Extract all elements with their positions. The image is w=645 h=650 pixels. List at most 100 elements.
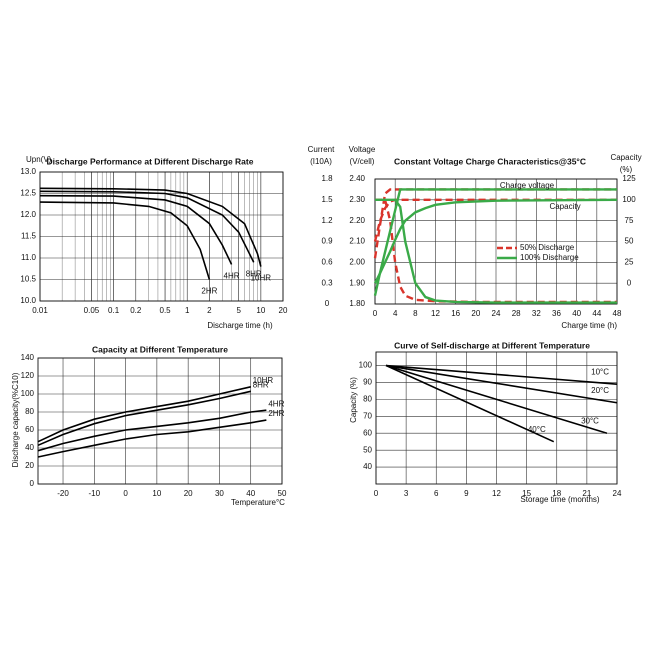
series-label: 30°C: [581, 416, 599, 425]
x-tick-label: 10: [256, 306, 265, 315]
y-tick-label: 90: [363, 378, 372, 387]
axis-label: Capacity: [610, 153, 641, 162]
legend-label: 50% Discharge: [520, 243, 575, 252]
y-tick-label: 12.0: [20, 210, 36, 219]
x-tick-label: 0: [123, 489, 128, 498]
y-tick-label: 70: [363, 411, 372, 420]
x-tick-label: 15: [522, 489, 531, 498]
y2-tick-label: 125: [622, 174, 636, 183]
x-tick-label: 4: [393, 309, 398, 318]
y3-tick-label: 0.9: [321, 237, 333, 246]
y-tick-label: 2.30: [349, 195, 365, 204]
chart-title: Capacity at Different Temperature: [92, 344, 228, 354]
x-tick-label: 0: [373, 309, 378, 318]
x-tick-label: -20: [57, 489, 69, 498]
x-tick-label: 16: [451, 309, 460, 318]
x-tick-label: 40: [572, 309, 581, 318]
x-axis-label: Temperature°C: [231, 498, 285, 507]
y-tick-label: 12.5: [20, 189, 36, 198]
axis-label: (%): [620, 165, 633, 174]
y3-tick-label: 0.6: [321, 257, 333, 266]
y-tick-label: 140: [21, 353, 35, 362]
y-tick-label: 10.0: [20, 296, 36, 305]
series-line: [385, 364, 618, 385]
series-line: [39, 187, 262, 267]
series-label: 10HR: [251, 274, 272, 283]
series-label: 8HR: [246, 269, 262, 278]
voltage-line: [373, 188, 617, 296]
series-label: 2HR: [268, 409, 284, 418]
series-line: [39, 201, 211, 280]
y-axis-label: Capacity (%): [349, 377, 358, 423]
series-line: [385, 364, 618, 404]
series-label: 10HR: [253, 376, 274, 385]
x-tick-label: 0.5: [160, 306, 172, 315]
x-tick-label: 24: [492, 309, 501, 318]
series-line: [39, 194, 233, 265]
series-label: 20°C: [591, 386, 609, 395]
x-tick-label: 20: [279, 306, 288, 315]
x-tick-label: 18: [552, 489, 561, 498]
x-axis-label: Discharge time (h): [207, 321, 273, 330]
x-tick-label: -10: [89, 489, 101, 498]
axis-label: Current: [308, 145, 335, 154]
y-tick-label: 60: [363, 428, 372, 437]
y-tick-label: 2.20: [349, 216, 365, 225]
series-line: [37, 386, 251, 443]
y-tick-label: 40: [25, 443, 34, 452]
y-tick-label: 11.5: [21, 232, 37, 241]
chart-title: Constant Voltage Charge Characteristics@…: [394, 156, 586, 166]
x-tick-label: 12: [431, 309, 440, 318]
x-tick-label: 8: [413, 309, 418, 318]
x-tick-label: 10: [152, 489, 161, 498]
y-tick-label: 50: [363, 445, 372, 454]
y-tick-label: 20: [25, 461, 34, 470]
y-tick-label: 0: [30, 479, 35, 488]
y-tick-label: 2.00: [349, 257, 365, 266]
x-tick-label: 12: [492, 489, 501, 498]
series-label: 40°C: [528, 425, 546, 434]
y3-tick-label: 1.5: [321, 195, 333, 204]
y2-tick-label: 0: [627, 278, 632, 287]
y-tick-label: 120: [21, 371, 35, 380]
plot-frame: [39, 171, 284, 302]
axis-label: Voltage: [349, 145, 376, 154]
x-tick-label: 1: [185, 306, 190, 315]
chart-title: Curve of Self-discharge at Different Tem…: [394, 340, 590, 350]
y2-tick-label: 100: [622, 195, 636, 204]
x-tick-label: 3: [404, 489, 409, 498]
series-line: [39, 190, 255, 263]
x-tick-label: 24: [613, 489, 622, 498]
capacity-line: [373, 198, 617, 242]
current-line: [375, 198, 617, 304]
y-tick-label: 11.0: [21, 253, 37, 262]
series-line: [385, 364, 608, 434]
series-line: [37, 390, 251, 447]
y2-tick-label: 25: [625, 257, 634, 266]
x-tick-label: 40: [246, 489, 255, 498]
x-tick-label: 36: [552, 309, 561, 318]
x-tick-label: 6: [434, 489, 439, 498]
plot-frame: [37, 357, 283, 485]
y-axis-label: Discharge capacity(%C10): [11, 372, 20, 467]
x-tick-label: 20: [184, 489, 193, 498]
x-axis-label: Charge time (h): [561, 321, 617, 330]
y3-tick-label: 0.3: [321, 278, 333, 287]
x-tick-label: 21: [582, 489, 591, 498]
annotation: Capacity: [549, 202, 580, 211]
x-tick-label: 0.1: [108, 306, 120, 315]
series-line: [385, 364, 555, 443]
y-tick-label: 2.10: [349, 237, 365, 246]
capacity-line: [373, 198, 618, 284]
series-line: [37, 409, 267, 452]
x-tick-label: 0.05: [84, 306, 100, 315]
x-tick-label: 30: [215, 489, 224, 498]
x-tick-label: 2: [207, 306, 212, 315]
series-line: [37, 419, 267, 458]
series-label: 2HR: [201, 287, 217, 296]
y2-tick-label: 50: [625, 237, 634, 246]
y-tick-label: 100: [359, 361, 373, 370]
x-tick-label: 0.01: [32, 306, 48, 315]
